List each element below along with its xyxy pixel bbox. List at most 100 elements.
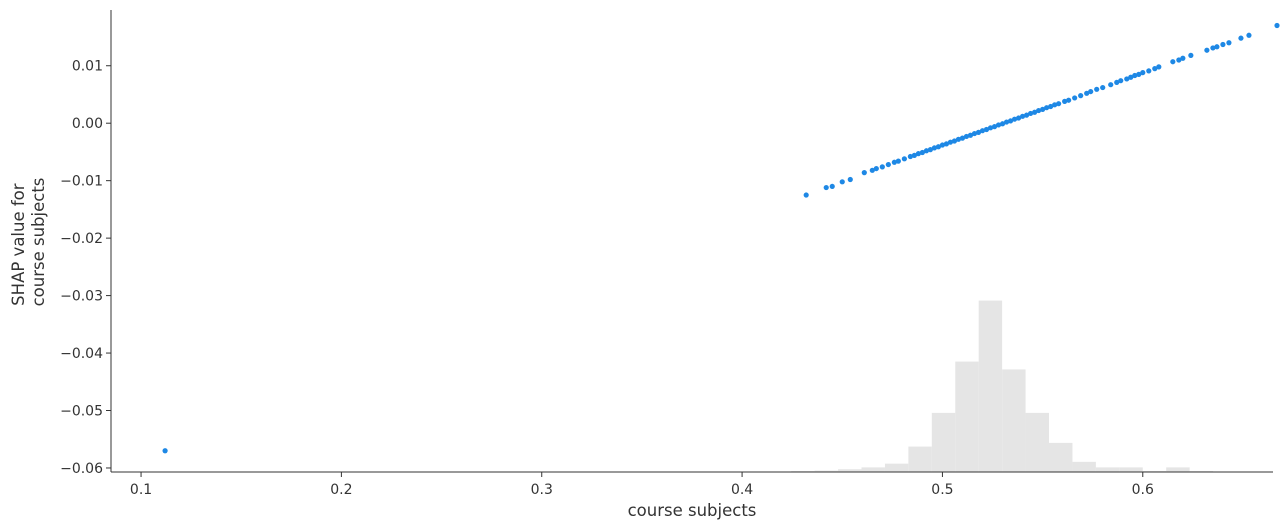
scatter-point	[943, 141, 950, 147]
scatter-point	[162, 448, 168, 454]
scatter-point	[1044, 105, 1050, 111]
scatter-point	[947, 139, 954, 145]
y-tick-label: −0.02	[60, 231, 103, 247]
scatter-point	[1088, 88, 1094, 95]
scatter-point	[891, 159, 897, 165]
scatter-point	[1124, 76, 1130, 82]
scatter-point	[1188, 52, 1194, 58]
histogram-bar	[838, 469, 862, 472]
scatter-point	[983, 126, 990, 133]
scatter-point	[1035, 107, 1042, 114]
scatter-point	[931, 145, 938, 151]
scatter-point	[1176, 57, 1182, 63]
scatter-point	[987, 125, 994, 131]
histogram	[791, 300, 1214, 472]
scatter-point	[1072, 95, 1078, 101]
y-tick-label: 0.01	[72, 59, 103, 75]
x-tick-label: 0.3	[531, 482, 553, 498]
y-axis-label-line-2: course subjects	[29, 178, 48, 307]
scatter-point	[1210, 45, 1216, 51]
y-axis-label-line-1: SHAP value for	[9, 183, 28, 306]
histogram-bar	[1002, 369, 1026, 472]
histogram-bar	[1166, 467, 1190, 472]
scatter-point	[995, 122, 1002, 128]
histogram-bar	[931, 412, 956, 472]
scatter-point	[879, 164, 885, 170]
scatter-point	[1066, 97, 1072, 103]
scatter-point	[1007, 118, 1014, 124]
scatter-point	[901, 156, 907, 162]
scatter-point	[1220, 41, 1226, 48]
histogram-bar	[978, 300, 1003, 472]
scatter-point	[1062, 98, 1068, 104]
scatter-point	[963, 133, 970, 140]
scatter-point	[1056, 101, 1062, 107]
scatter-point	[1019, 113, 1026, 119]
scatter-point	[911, 152, 917, 158]
scatter-point	[991, 124, 998, 130]
scatter-point	[967, 132, 974, 138]
scatter-point	[1052, 102, 1058, 108]
scatter-point	[861, 170, 867, 176]
x-tick-label: 0.1	[130, 482, 152, 498]
axes	[110, 10, 1273, 473]
scatter-point	[839, 179, 845, 185]
histogram-bar	[908, 446, 932, 472]
scatter-point	[919, 149, 925, 156]
scatter-point	[935, 144, 942, 150]
scatter-point	[1003, 119, 1010, 125]
scatter-point	[1180, 55, 1186, 61]
scatter-point	[1094, 86, 1100, 92]
scatter-point	[885, 161, 891, 168]
scatter-point	[873, 165, 879, 172]
scatter-point	[955, 136, 962, 142]
scatter-point	[1114, 79, 1120, 86]
scatter-point	[1146, 68, 1152, 74]
scatter-point	[1027, 110, 1034, 117]
scatter-point	[915, 151, 921, 157]
x-tick-label: 0.6	[1132, 482, 1154, 498]
scatter-point	[951, 138, 958, 144]
scatter-point	[1118, 78, 1124, 84]
scatter-point	[1132, 72, 1138, 79]
scatter-point	[1048, 103, 1054, 110]
scatter-point	[999, 121, 1006, 127]
scatter-point	[1128, 74, 1134, 80]
scatter-point	[1084, 90, 1090, 96]
scatter-point	[823, 184, 829, 191]
scatter-point	[959, 135, 966, 141]
x-tick-label: 0.5	[931, 482, 953, 498]
scatter-point	[829, 183, 835, 190]
scatter-point	[869, 167, 875, 173]
y-tick-label: −0.05	[60, 404, 103, 420]
scatter-point	[1214, 44, 1220, 50]
histogram-bar	[955, 361, 979, 472]
scatter-point	[1136, 71, 1142, 77]
scatter-points	[162, 22, 1280, 454]
scatter-point	[1100, 84, 1106, 91]
histogram-bar	[861, 467, 885, 472]
scatter-point	[1108, 82, 1114, 88]
scatter-point	[803, 192, 809, 198]
histogram-bar	[1072, 461, 1096, 472]
histogram-bar	[884, 463, 909, 472]
scatter-point	[1238, 35, 1244, 41]
y-tick-label: −0.06	[60, 461, 103, 477]
scatter-point	[1170, 59, 1176, 65]
scatter-point	[1140, 70, 1146, 76]
scatter-point	[1156, 64, 1162, 70]
histogram-bar	[1119, 467, 1143, 472]
scatter-point	[1246, 32, 1252, 38]
x-axis-label: course subjects	[628, 501, 757, 520]
scatter-point	[1078, 93, 1084, 99]
y-tick-label: −0.01	[60, 174, 103, 190]
x-tick-label: 0.4	[731, 482, 753, 498]
scatter-point	[1204, 47, 1210, 53]
scatter-point	[1226, 40, 1232, 46]
scatter-point	[1011, 116, 1018, 122]
scatter-point	[927, 147, 934, 153]
histogram-bar	[1095, 467, 1120, 472]
y-tick-label: 0.00	[72, 116, 103, 132]
histogram-bar	[1025, 412, 1050, 472]
scatter-point	[971, 130, 978, 137]
